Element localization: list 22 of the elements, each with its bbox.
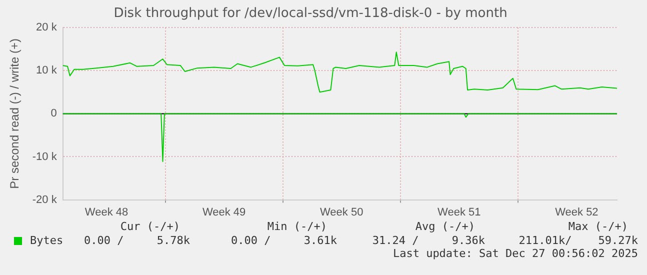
- y-axis-title: Pr second read (-) / write (+): [8, 38, 22, 189]
- text: Avg (-/+): [415, 220, 475, 233]
- x-tick-label: Week 48: [84, 206, 128, 218]
- y-tick-label: -20 k: [32, 194, 58, 206]
- x-tick-label: Week 49: [202, 206, 246, 218]
- text: 0.00 / 3.61k: [231, 234, 337, 247]
- y-tick-label: 10 k: [36, 64, 58, 77]
- chart-title: Disk throughput for /dev/local-ssd/vm-118-disk-0 - by month: [114, 6, 508, 22]
- x-tick-label: Week 50: [320, 206, 364, 218]
- text: 31.24 / 9.36k: [372, 234, 485, 247]
- text: Min (-/+): [267, 220, 327, 233]
- y-tick-label: 20 k: [36, 22, 58, 34]
- text: Last update: Sat Dec 27 00:56:02 2025: [392, 247, 638, 260]
- text: Max (-/+): [568, 220, 628, 233]
- text: 211.01k/ 59.27k: [518, 234, 638, 247]
- text: Cur (-/+): [120, 220, 180, 233]
- y-tick-label: 0: [50, 108, 57, 120]
- x-tick-label: Week 51: [438, 206, 481, 218]
- y-tick-label: -10 k: [32, 150, 58, 163]
- legend-label: Bytes: [30, 234, 64, 247]
- x-tick-label: Week 52: [555, 206, 598, 218]
- text: 0.00 / 5.78k: [84, 234, 190, 247]
